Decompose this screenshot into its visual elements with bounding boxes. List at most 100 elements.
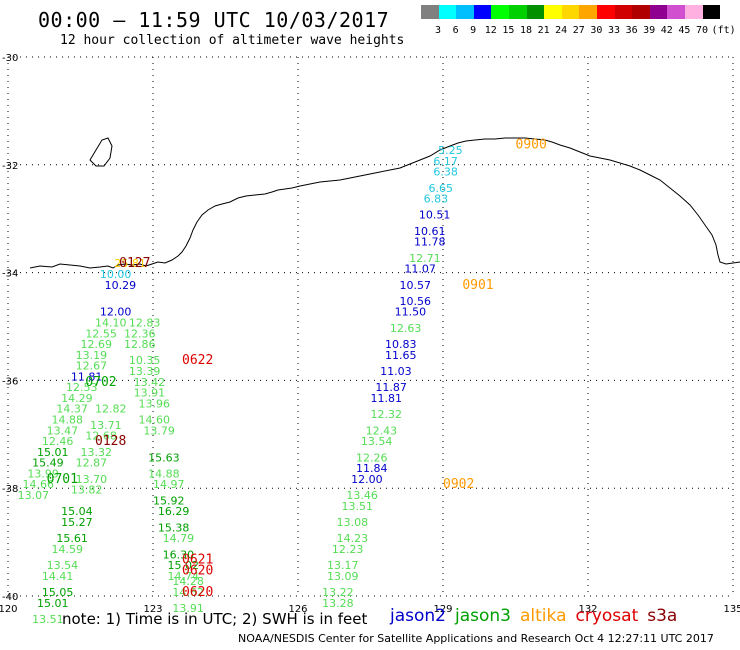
swh-value: 12.26 [356, 451, 388, 464]
swh-value: 11.81 [371, 392, 403, 405]
swh-value: 10.00 [100, 268, 132, 281]
swh-value: 6.83 [424, 193, 449, 206]
pass-time-label: 0621 [182, 553, 213, 568]
swh-value: 13.19 [76, 349, 108, 362]
scale-label: 30 [590, 25, 603, 36]
map-title: 00:00 – 11:59 UTC 10/03/2017 [38, 8, 390, 32]
swh-value: 10.51 [419, 209, 451, 222]
scale-label: 33 [607, 25, 621, 36]
swh-value: 11.87 [375, 381, 407, 394]
swh-value: 10.29 [105, 279, 136, 292]
legend-jason2: jason2 [390, 606, 446, 626]
swh-value: 6.38 [433, 166, 458, 179]
scale-label: 45 [678, 25, 691, 36]
swh-value: 12.71 [409, 252, 441, 265]
swh-value: 14.66 [23, 478, 55, 491]
swh-value: 10.61 [414, 225, 446, 238]
legend-cryosat: cryosat [575, 606, 639, 626]
scale-label: 70 [695, 25, 709, 36]
satellite-legend: jason2 jason3 altika cryosat s3a [390, 606, 686, 626]
swh-value: 12.32 [371, 408, 403, 421]
longitude-tick-label: 129 [433, 604, 452, 615]
scale-label: 3 [434, 25, 442, 36]
swh-value: 13.42 [134, 376, 166, 389]
swh-value: 13.17 [327, 559, 359, 572]
swh-value: 13.99 [27, 467, 59, 480]
scale-label: 27 [572, 25, 585, 36]
swh-value: 13.08 [337, 516, 369, 529]
pass-time-label: 0701 [47, 472, 78, 487]
legend-s3a: s3a [647, 606, 678, 626]
swh-value: 12.87 [76, 457, 108, 470]
swh-value: 12.83 [129, 317, 161, 330]
swh-value: 14.74 [168, 570, 200, 583]
swh-value: 15.01 [37, 446, 69, 459]
swh-value: 15.02 [168, 559, 200, 572]
swh-value: 10.83 [385, 338, 417, 351]
longitude-tick-label: 132 [578, 604, 597, 615]
swh-value: 14.60 [139, 414, 171, 427]
scale-label: 12 [484, 25, 497, 36]
swh-value: 12.46 [42, 435, 73, 448]
swh-value: 12.43 [366, 424, 398, 437]
swh-value: 11.65 [385, 349, 417, 362]
latitude-tick-label: -34 [2, 269, 18, 280]
longitude-tick-label: 123 [143, 604, 162, 615]
scale-swatch [667, 5, 685, 19]
swh-value: 13.32 [81, 446, 113, 459]
swh-value: 14.59 [52, 543, 84, 556]
swh-value: 12.55 [85, 327, 117, 340]
scale-label: 15 [502, 25, 515, 36]
scale-label: 24 [555, 25, 568, 36]
scale-swatch [597, 5, 615, 19]
scale-swatch [702, 5, 721, 19]
swh-value: 12.23 [332, 543, 364, 556]
swh-value: 11.03 [380, 365, 412, 378]
swh-value: 14.29 [61, 392, 93, 405]
swh-value: 25.81 [114, 257, 146, 270]
swh-value: 13.96 [139, 397, 171, 410]
swh-value: 11.78 [414, 236, 446, 249]
coastline-inlet [89, 137, 113, 167]
scale-label: 18 [519, 25, 533, 36]
swh-value: 15.27 [61, 516, 93, 529]
swh-value: 14.88 [52, 414, 84, 427]
scale-label: 6 [452, 25, 459, 36]
swh-value: 11.50 [395, 306, 427, 319]
swh-value: 13.54 [361, 435, 393, 448]
pass-time-label: 0900 [516, 138, 547, 153]
scale-swatch [649, 5, 668, 19]
swh-value: 15.04 [61, 505, 93, 518]
pass-time-label: 0622 [182, 353, 213, 368]
scale-swatch [544, 5, 562, 19]
swh-value: 12.68 [85, 430, 117, 443]
swh-value: 12.00 [351, 473, 383, 486]
pass-time-label: 0901 [462, 278, 493, 293]
map-subtitle: 12 hour collection of altimeter wave hei… [60, 33, 405, 48]
scale-swatch [685, 5, 703, 19]
swh-value: 12.69 [81, 338, 113, 351]
legend-jason3: jason3 [455, 606, 511, 626]
footer-credit: NOAA/NESDIS Center for Satellite Applica… [238, 632, 714, 645]
latitude-tick-label: -36 [2, 376, 18, 387]
swh-value: 14.28 [172, 575, 204, 588]
swh-value: 10.56 [400, 295, 432, 308]
swh-value: 10.57 [400, 279, 432, 292]
scale-swatch [579, 5, 597, 19]
swh-value: 14.97 [153, 478, 185, 491]
coastline [29, 137, 740, 269]
scale-swatch [509, 5, 527, 19]
swh-value: 13.70 [76, 473, 108, 486]
swh-value: 16.30 [163, 548, 195, 561]
swh-value: 12.86 [124, 338, 156, 351]
swh-value: 15.05 [42, 586, 73, 599]
swh-value: 15.49 [32, 457, 64, 470]
pass-time-label: 0702 [85, 375, 116, 390]
longitude-tick-label: 135 [723, 604, 740, 615]
swh-value: 13.22 [322, 586, 354, 599]
swh-value: 15.92 [153, 494, 185, 507]
swh-value: 16.29 [158, 505, 190, 518]
latitude-tick-label: -30 [2, 53, 18, 64]
pass-time-label: 0620 [182, 585, 213, 600]
